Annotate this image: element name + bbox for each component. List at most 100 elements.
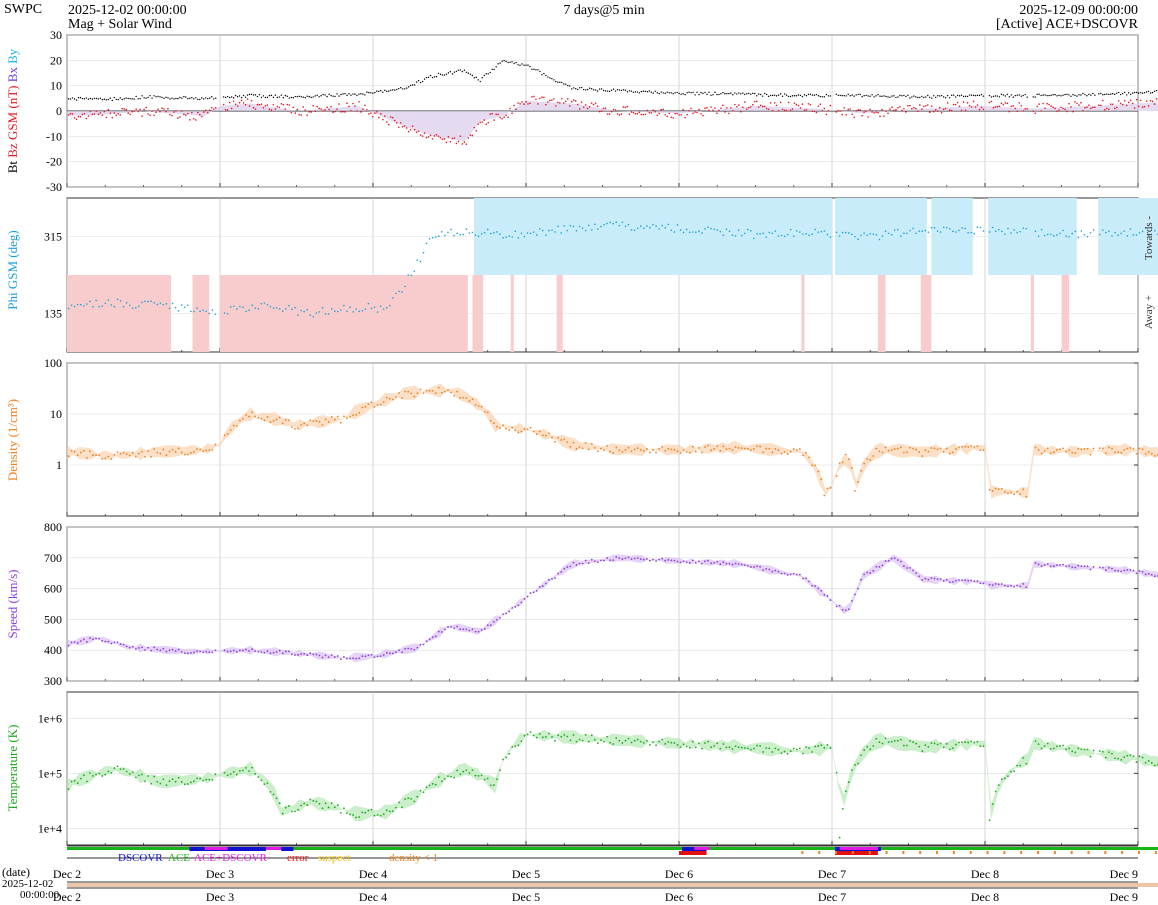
bt-point	[423, 78, 426, 80]
bz-point	[226, 109, 229, 111]
phi-point	[493, 232, 495, 234]
bz-point	[1147, 105, 1150, 107]
density-point	[223, 434, 226, 437]
bt-point	[773, 94, 776, 96]
bt-point	[616, 89, 619, 91]
speed-point	[1098, 566, 1101, 569]
speed-point	[563, 567, 566, 570]
density-point	[688, 451, 691, 454]
temperature-point	[489, 784, 492, 787]
density-point	[945, 447, 948, 450]
bt-point	[1120, 93, 1122, 96]
phi-point	[1025, 227, 1028, 230]
bz-point	[240, 99, 243, 102]
speed-point	[300, 653, 302, 655]
speed-point	[847, 608, 850, 611]
bt-point	[817, 95, 820, 97]
bz-point	[614, 109, 617, 111]
bt-point	[380, 90, 382, 92]
density-point	[165, 454, 168, 456]
temperature-point	[376, 814, 379, 816]
bz-point	[755, 100, 758, 103]
mag-ytick-label: 10	[50, 79, 62, 93]
bz-point	[578, 108, 581, 110]
speed-point	[208, 651, 211, 654]
bt-point	[624, 89, 627, 91]
temperature-point	[107, 770, 110, 773]
phi-point	[162, 303, 165, 306]
speed-point	[783, 572, 786, 575]
status-density-mark	[1053, 851, 1056, 854]
temperature-point	[866, 745, 869, 748]
bz-point	[246, 98, 249, 100]
temperature-point	[281, 812, 284, 815]
bz-point	[214, 107, 217, 109]
bt-point	[740, 93, 742, 95]
speed-point	[156, 648, 159, 651]
density-point	[603, 449, 605, 452]
density-point	[73, 450, 76, 453]
phi-point	[1059, 232, 1061, 235]
bt-point	[1002, 94, 1005, 96]
bz-point	[1000, 102, 1003, 105]
speed-point	[110, 642, 113, 645]
density-point	[306, 424, 309, 427]
speed-point	[581, 562, 584, 565]
bt-point	[849, 95, 851, 97]
density-point	[1022, 488, 1025, 491]
bt-point	[105, 99, 108, 101]
density-point	[440, 391, 443, 394]
speed-point	[1049, 565, 1052, 568]
speed-ytick-label: 500	[44, 612, 62, 626]
density-point	[1000, 487, 1003, 490]
density-point	[238, 419, 241, 422]
speed-point	[450, 625, 452, 628]
bz-point	[700, 112, 702, 115]
overview-tick-label: Dec 9	[1110, 890, 1138, 904]
speed-point	[321, 656, 324, 659]
bz-point	[885, 110, 887, 113]
density-point	[1144, 452, 1147, 455]
density-point	[266, 416, 269, 418]
phi-point	[156, 303, 159, 306]
phi-point	[358, 310, 361, 313]
speed-point	[627, 556, 630, 559]
bz-point	[509, 107, 511, 110]
speed-point	[955, 579, 957, 582]
bt-point	[622, 89, 625, 91]
bt-point	[579, 87, 581, 89]
bt-point	[606, 90, 609, 92]
bt-point	[1147, 90, 1150, 93]
phi-point	[581, 227, 584, 229]
speed-point	[404, 647, 407, 650]
bz-point	[881, 108, 883, 111]
status-acedscovr-segment	[694, 847, 710, 850]
speed-point	[318, 654, 321, 657]
temperature-point	[502, 758, 504, 761]
phi-point	[799, 231, 801, 233]
bz-point	[274, 108, 277, 110]
bz-point	[210, 106, 213, 109]
temperature-point	[936, 743, 939, 746]
density-point	[156, 451, 159, 454]
bz-point	[1125, 104, 1128, 107]
speed-point	[1135, 572, 1138, 575]
density-point	[1083, 448, 1086, 450]
phi-point	[884, 230, 887, 232]
temperature-point	[321, 807, 324, 810]
speed-point	[1074, 566, 1077, 569]
bt-point	[841, 94, 843, 97]
density-point	[257, 416, 260, 419]
bz-point	[1111, 103, 1114, 106]
bt-point	[475, 76, 477, 79]
bz-point	[962, 101, 965, 103]
density-point	[1065, 450, 1067, 453]
bz-point	[576, 103, 579, 106]
phi-point	[538, 228, 541, 230]
speed-point	[324, 654, 327, 657]
bt-point	[658, 92, 660, 95]
temperature-point	[802, 752, 804, 755]
temperature-point	[177, 776, 180, 779]
density-point	[771, 451, 774, 454]
bz-point	[590, 102, 593, 104]
